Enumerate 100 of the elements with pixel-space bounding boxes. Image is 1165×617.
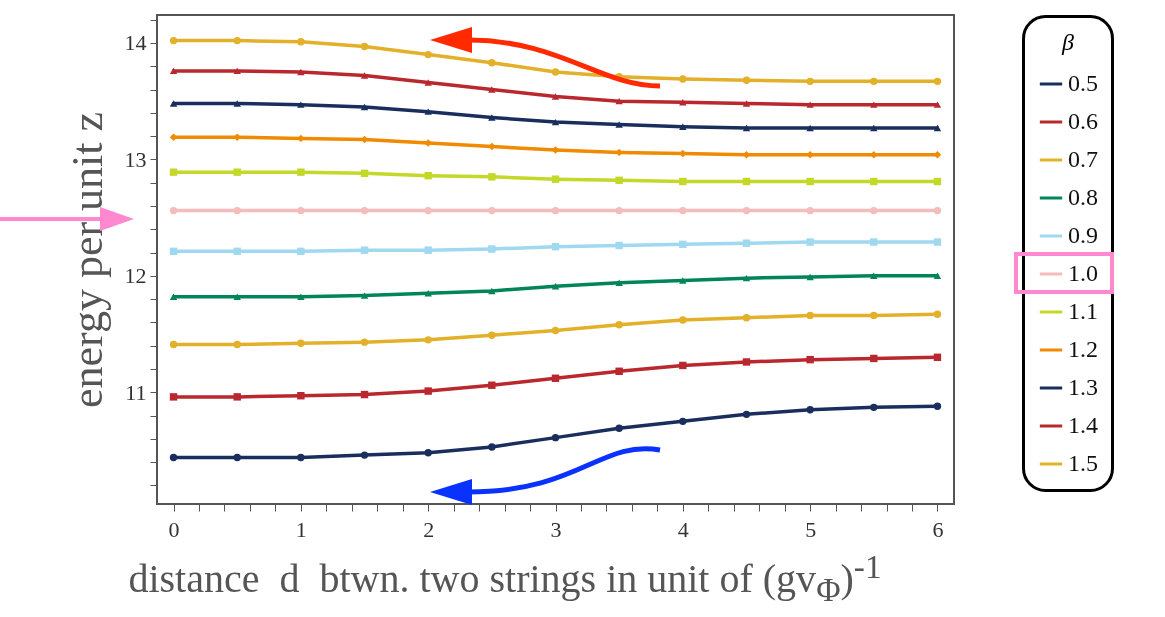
y-tick-label: 13: [124, 146, 147, 172]
point: [933, 101, 942, 108]
point: [169, 293, 178, 300]
point: [806, 405, 814, 414]
point: [742, 76, 751, 84]
point: [169, 168, 178, 176]
point: [169, 453, 178, 462]
point: [870, 124, 878, 132]
point: [806, 238, 814, 246]
point: [297, 68, 305, 76]
point: [169, 67, 178, 75]
point: [679, 417, 687, 426]
point: [870, 311, 878, 320]
point: [806, 177, 814, 186]
point: [424, 206, 432, 215]
x-tick-label: 0: [168, 516, 180, 542]
point: [742, 358, 751, 366]
x-axis-title: distance d btwn. two strings in unit of (gv$_{Φ}$)$^{-1}$: [127, 548, 883, 610]
point: [297, 38, 305, 46]
point: [169, 340, 178, 349]
point: [297, 339, 305, 348]
point: [806, 77, 814, 86]
point: [488, 443, 496, 451]
point: [488, 245, 496, 253]
point: [679, 75, 687, 83]
point: [806, 206, 814, 215]
point: [615, 176, 623, 185]
legend-label: 1.4: [1068, 412, 1098, 438]
x-tick-label: 6: [932, 516, 944, 542]
x-tick-label: 1: [295, 516, 307, 542]
point: [679, 123, 687, 130]
point: [297, 206, 305, 215]
point: [424, 108, 432, 115]
point: [870, 206, 878, 215]
point: [742, 239, 751, 247]
point: [870, 272, 878, 280]
point: [933, 402, 942, 410]
point: [679, 206, 687, 215]
point: [488, 331, 496, 339]
point: [488, 86, 496, 93]
point: [424, 79, 432, 86]
y-axis-title: energy per unit z: [62, 111, 112, 409]
point: [169, 206, 178, 215]
point: [806, 151, 814, 159]
point: [297, 168, 305, 176]
point: [615, 424, 623, 433]
point: [488, 287, 496, 295]
point: [233, 340, 241, 349]
point: [424, 50, 432, 59]
point: [233, 293, 241, 300]
legend-label: 0.6: [1068, 108, 1098, 134]
legend-label: 1.1: [1068, 298, 1098, 324]
point: [679, 240, 687, 249]
x-tick-label: 5: [805, 516, 817, 542]
point: [742, 100, 751, 107]
point: [297, 101, 305, 108]
point: [679, 277, 687, 284]
point: [297, 392, 305, 400]
point: [615, 279, 623, 286]
point: [742, 410, 751, 419]
legend-label: 1.0: [1068, 260, 1098, 286]
point: [551, 93, 560, 100]
legend-label: 1.5: [1068, 450, 1098, 476]
point: [233, 393, 241, 401]
point: [360, 292, 369, 299]
point: [233, 206, 241, 215]
point: [424, 449, 432, 457]
point: [424, 246, 432, 254]
point: [870, 77, 878, 86]
point: [424, 387, 432, 395]
point: [488, 59, 496, 67]
point: [806, 311, 814, 320]
point: [360, 72, 369, 79]
point: [933, 238, 942, 246]
point: [742, 274, 751, 282]
x-tick-label: 2: [423, 516, 435, 542]
point: [169, 100, 178, 107]
point: [169, 36, 178, 45]
point: [360, 246, 369, 254]
point: [551, 175, 560, 183]
legend-label: 0.5: [1068, 70, 1098, 96]
point: [806, 273, 814, 281]
legend-title: β: [1061, 29, 1075, 55]
point: [488, 173, 496, 181]
point: [615, 241, 623, 250]
legend-label: 0.9: [1068, 222, 1098, 248]
point: [870, 238, 878, 246]
point: [360, 206, 369, 215]
point: [551, 326, 560, 335]
legend-label: 1.2: [1068, 336, 1098, 362]
point: [933, 272, 942, 280]
point: [488, 206, 496, 215]
point: [551, 433, 560, 442]
point: [360, 103, 369, 111]
y-tick-label: 11: [125, 379, 147, 405]
point: [679, 316, 687, 324]
point: [679, 177, 687, 186]
point: [551, 206, 560, 215]
point: [297, 247, 305, 256]
point: [615, 121, 623, 128]
